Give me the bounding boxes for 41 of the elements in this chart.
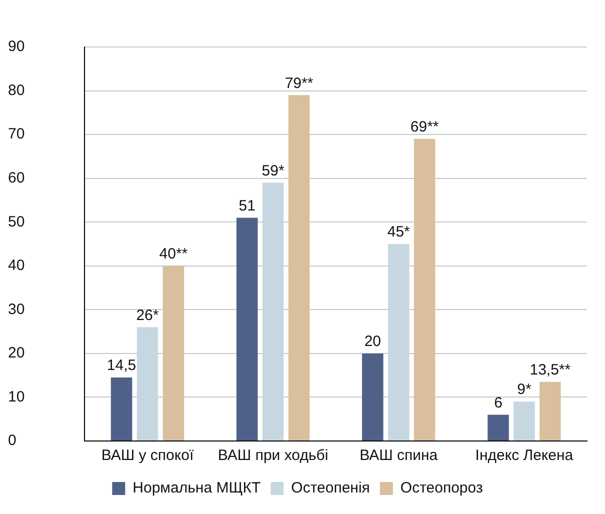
bar — [362, 353, 384, 440]
x-tick-label: ВАШ у спокої — [101, 447, 194, 464]
data-label: 13,5** — [530, 362, 571, 379]
data-label: 51 — [238, 197, 256, 214]
y-tick-label: 30 — [8, 300, 25, 318]
bar — [288, 95, 310, 440]
data-label: 45* — [387, 224, 410, 241]
bar — [540, 382, 561, 440]
y-tick-label: 10 — [8, 388, 25, 406]
y-tick-label: 20 — [8, 344, 25, 362]
data-label: 6 — [494, 394, 502, 412]
bar — [488, 414, 509, 440]
data-label: 79** — [284, 74, 314, 92]
legend-label: Остеопенія — [291, 480, 370, 497]
data-label: 20 — [364, 333, 382, 350]
bar — [110, 378, 132, 440]
data-label: 59* — [262, 162, 284, 180]
data-label: 69** — [410, 118, 439, 136]
bar — [236, 218, 258, 440]
bar — [162, 266, 184, 440]
y-tick-label: 80 — [8, 82, 25, 99]
x-tick-label: Індекс Лекена — [475, 447, 574, 464]
data-label: 40** — [159, 246, 188, 263]
bar — [262, 182, 284, 440]
legend-label: Нормальна МЩКТ — [132, 480, 261, 497]
bar — [136, 327, 158, 440]
data-label: 14,5 — [106, 357, 136, 374]
bar — [388, 244, 410, 440]
legend-label: Остеопороз — [400, 480, 483, 497]
data-label: 26* — [136, 306, 159, 324]
y-tick-label: 90 — [8, 38, 25, 56]
y-tick-label: 60 — [8, 169, 25, 186]
y-tick-label: 40 — [8, 257, 25, 274]
data-label: 9* — [517, 381, 532, 398]
y-tick-label: 50 — [8, 213, 25, 230]
y-tick-label: 0 — [8, 432, 16, 450]
bar — [414, 138, 436, 440]
y-tick-label: 70 — [8, 126, 25, 143]
bar — [514, 402, 535, 440]
x-tick-label: ВАШ при ходьбі — [218, 447, 328, 464]
x-tick-label: ВАШ спина — [360, 447, 438, 464]
